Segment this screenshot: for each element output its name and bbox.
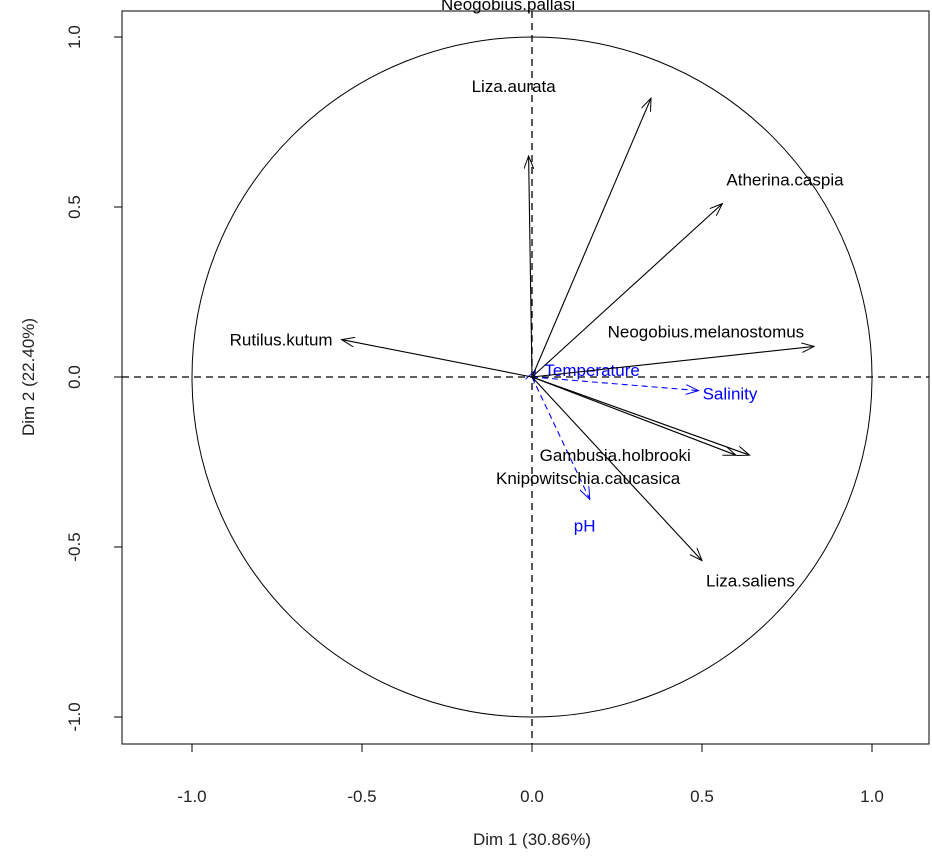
species-vector-gambusia-holbrooki bbox=[531, 376, 750, 455]
species-label-neogobius-pallasi: Neogobius.pallasi bbox=[441, 0, 575, 14]
supplementary-label-ph: pH bbox=[574, 516, 596, 535]
y-axis-ticks: -1.0 -0.5 0.0 0.5 1.0 bbox=[65, 25, 122, 732]
species-label-atherina-caspia: Atherina.caspia bbox=[726, 171, 844, 190]
x-tick-label: -1.0 bbox=[177, 787, 206, 806]
species-label-gambusia-holbrooki: Gambusia.holbrooki bbox=[540, 446, 691, 465]
x-axis-title: Dim 1 (30.86%) bbox=[473, 830, 591, 849]
species-label-knipowitschia-caucasica: Knipowitschia.caucasica bbox=[496, 469, 681, 488]
species-vector-liza-aurata bbox=[529, 156, 532, 378]
species-label-neogobius-melanostomus: Neogobius.melanostomus bbox=[608, 322, 805, 341]
supplementary-vector-salinity bbox=[531, 376, 699, 391]
species-vector-neogobius-melanostomus bbox=[531, 346, 814, 378]
y-tick-label: 0.0 bbox=[65, 365, 84, 389]
species-label-liza-saliens: Liza.saliens bbox=[706, 572, 795, 591]
species-vector-atherina-caspia bbox=[531, 204, 722, 378]
x-tick-label: 0.0 bbox=[520, 787, 544, 806]
x-axis-ticks: -1.0 -0.5 0.0 0.5 1.0 bbox=[177, 744, 884, 806]
supplementary-vector-ph bbox=[531, 376, 590, 499]
species-vector-knipowitschia-caucasica bbox=[531, 376, 736, 455]
y-tick-label: 1.0 bbox=[65, 25, 84, 49]
species-label-rutilus-kutum: Rutilus.kutum bbox=[230, 331, 333, 350]
y-tick-label: -1.0 bbox=[65, 702, 84, 731]
x-tick-label: -0.5 bbox=[347, 787, 376, 806]
y-tick-label: 0.5 bbox=[65, 195, 84, 219]
species-label-liza-aurata: Liza.aurata bbox=[472, 77, 557, 96]
species-vector-liza-saliens bbox=[531, 376, 702, 561]
supplementary-label-salinity: Salinity bbox=[703, 385, 758, 404]
unit-circle bbox=[191, 36, 873, 718]
x-tick-label: 0.5 bbox=[690, 787, 714, 806]
species-vector-neogobius-pallasi bbox=[531, 98, 651, 378]
species-vector-rutilus-kutum bbox=[342, 340, 533, 378]
x-tick-label: 1.0 bbox=[860, 787, 884, 806]
plot-layer: TemperatureSalinitypHNeogobius.pallasiLi… bbox=[122, 0, 929, 744]
y-tick-label: -0.5 bbox=[65, 532, 84, 561]
y-axis-title: Dim 2 (22.40%) bbox=[19, 318, 38, 436]
